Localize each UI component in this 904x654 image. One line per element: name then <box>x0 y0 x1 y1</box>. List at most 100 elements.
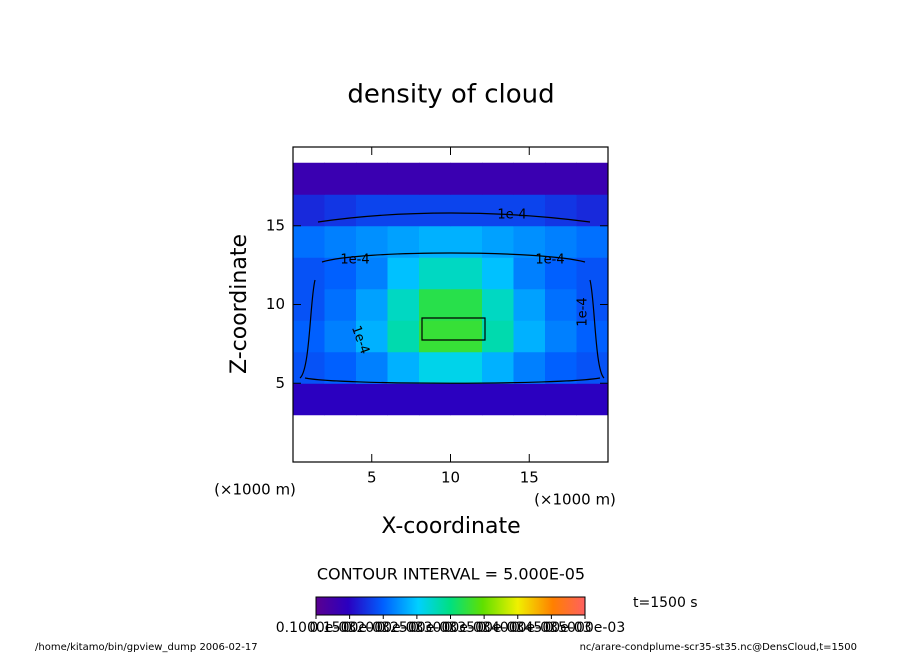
field-cell <box>387 383 420 416</box>
field-cell <box>387 194 420 227</box>
colorbar <box>315 596 586 616</box>
field-cell <box>387 351 420 384</box>
field-cell <box>387 162 420 195</box>
field-cell <box>419 288 451 321</box>
field-cell <box>450 320 483 353</box>
footer-left: /home/kitamo/bin/gpview_dump 2006-02-17 <box>35 642 258 653</box>
field-cell <box>419 257 451 290</box>
field-cell <box>293 194 325 227</box>
field-cell <box>545 320 577 353</box>
field-cell <box>450 194 483 227</box>
field-cell <box>324 194 357 227</box>
field-cell <box>450 257 483 290</box>
field-cell <box>419 351 451 384</box>
field-cell <box>513 194 546 227</box>
field-cell <box>482 162 514 195</box>
contour-label: 1e-4 <box>535 253 564 268</box>
y-tick-label: 5 <box>275 374 285 392</box>
field-cell <box>576 383 609 416</box>
field-cell <box>482 351 514 384</box>
y-axis-label: Z-coordinate <box>227 234 252 374</box>
field-cell <box>450 383 483 416</box>
field-cell <box>356 320 388 353</box>
chart-title: density of cloud <box>347 80 554 110</box>
field-cell <box>482 288 514 321</box>
field-cell <box>324 288 357 321</box>
field-cell <box>513 257 546 290</box>
field-cell <box>545 162 577 195</box>
x-tick-label: 5 <box>367 469 377 487</box>
field-cell <box>576 225 609 258</box>
field-cell <box>324 257 357 290</box>
contour-label: 1e-4 <box>576 297 591 326</box>
field-cell <box>513 320 546 353</box>
field-cell <box>356 383 388 416</box>
field-cell <box>387 288 420 321</box>
contour-line <box>299 212 605 384</box>
field-cell <box>545 257 577 290</box>
field-cell <box>324 383 357 416</box>
field-cell <box>419 162 451 195</box>
contour-label: 1e-4 <box>497 208 526 223</box>
field-cell <box>545 351 577 384</box>
x-unit: (×1000 m) <box>534 491 616 509</box>
field-cell <box>387 225 420 258</box>
y-unit: (×1000 m) <box>214 481 296 499</box>
field-cell <box>545 225 577 258</box>
field-cell <box>513 225 546 258</box>
footer-right: nc/arare-condplume-scr35-st35.nc@DensClo… <box>580 642 857 653</box>
field <box>293 162 609 416</box>
field-cell <box>293 225 325 258</box>
field-cell <box>450 288 483 321</box>
field-cell <box>513 162 546 195</box>
field-cell <box>356 162 388 195</box>
field-cell <box>419 383 451 416</box>
field-cell <box>450 351 483 384</box>
field-cell <box>293 383 325 416</box>
field-cell <box>482 194 514 227</box>
colorbar-tick-label: 0.4000e-03 <box>478 620 558 636</box>
field-cell <box>576 257 609 290</box>
field-cell <box>513 383 546 416</box>
x-tick-label: 10 <box>441 469 460 487</box>
contour-label: 1e-4 <box>340 253 369 268</box>
field-cell <box>293 257 325 290</box>
field-cell <box>482 320 514 353</box>
field-cell <box>387 320 420 353</box>
field-cell <box>576 320 609 353</box>
colorbar-tick-label: 0.3500e-03 <box>444 620 524 636</box>
colorbar-tick-label: 0.3000e-03 <box>410 620 490 636</box>
field-cell <box>576 351 609 384</box>
colorbar-tick-label: 0.1000e-03 <box>276 620 356 636</box>
field-cell <box>324 162 357 195</box>
colorbar-tick-label: 0.4500e-03 <box>511 620 591 636</box>
field-cell <box>387 257 420 290</box>
colorbar-tick-label: 0.1500e-03 <box>309 620 389 636</box>
y-tick-label: 15 <box>266 216 285 234</box>
colorbar-tick-label: 0.2000e-03 <box>343 620 423 636</box>
field-cell <box>356 225 388 258</box>
field-cell <box>419 194 451 227</box>
field-cell <box>419 320 451 353</box>
contour-interval: CONTOUR INTERVAL = 5.000E-05 <box>317 565 585 584</box>
field-cell <box>324 320 357 353</box>
field-cell <box>482 383 514 416</box>
field-cell <box>545 383 577 416</box>
field-cell <box>513 288 546 321</box>
field-cell <box>545 194 577 227</box>
y-tick-label: 10 <box>266 295 285 313</box>
field-cell <box>356 257 388 290</box>
field-cell <box>356 351 388 384</box>
field-cell <box>482 257 514 290</box>
field-cell <box>356 194 388 227</box>
x-tick-label: 15 <box>520 469 539 487</box>
time-label: t=1500 s <box>633 595 698 611</box>
field-cell <box>450 162 483 195</box>
field-cell <box>324 351 357 384</box>
field-cell <box>482 225 514 258</box>
field-cell <box>324 225 357 258</box>
field-cell <box>356 288 388 321</box>
field-cell <box>576 162 609 195</box>
